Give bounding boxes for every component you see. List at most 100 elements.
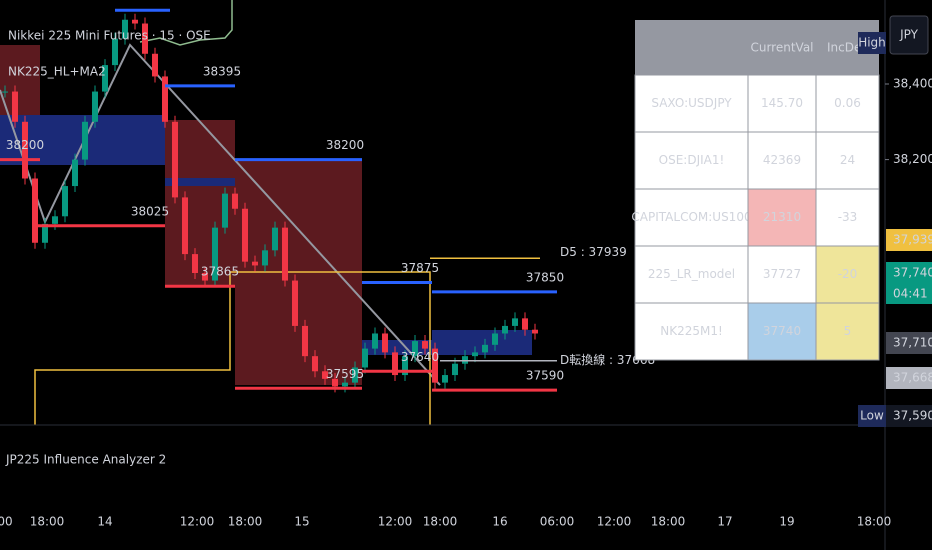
- note-label: D5 : 37939: [560, 245, 627, 259]
- price-badge: [886, 229, 932, 251]
- candle: [332, 378, 338, 387]
- candle: [262, 250, 268, 266]
- candle: [522, 318, 528, 330]
- candle: [142, 23, 148, 54]
- level-label: 38395: [203, 64, 241, 78]
- cell: [747, 131, 817, 190]
- time-label: 18:00: [228, 515, 263, 529]
- note-label: D転換線 : 37668: [560, 352, 655, 367]
- level-label: 37850: [526, 270, 564, 284]
- candle: [32, 178, 38, 243]
- time-label: 18:00: [651, 515, 686, 529]
- table-header: [635, 20, 879, 75]
- candle: [412, 341, 418, 357]
- time-label: 18:00: [857, 515, 892, 529]
- price-badge-label: 37,710: [893, 336, 932, 350]
- cell-text: CAPITALCOM:US100: [631, 210, 751, 224]
- price-badge-label: 04:41: [893, 287, 928, 301]
- candle: [532, 329, 538, 334]
- candle: [462, 356, 468, 364]
- cell-text: -20: [838, 267, 858, 281]
- candle: [382, 333, 388, 353]
- candle: [292, 280, 298, 326]
- cell-text: 37727: [763, 267, 801, 281]
- candle: [42, 223, 48, 243]
- time-label: 12:00: [597, 515, 632, 529]
- candle: [252, 261, 258, 266]
- header-cell: IncDec: [827, 41, 868, 55]
- level-label: 37865: [201, 265, 239, 279]
- candle: [132, 19, 138, 24]
- candle: [232, 193, 238, 209]
- zone: [165, 178, 235, 186]
- level-label: 38200: [6, 138, 44, 152]
- plot: 38595 38395 38200 38200 38025 37865 37875 37850…: [0, 0, 655, 393]
- candle: [512, 318, 518, 326]
- price-badge: [886, 332, 932, 354]
- candle: [202, 273, 208, 281]
- price-badge: [886, 405, 932, 427]
- candle: [112, 38, 118, 66]
- time-label: 00: [0, 515, 13, 529]
- cell-text: 24: [840, 153, 855, 167]
- candle: [62, 186, 68, 217]
- candle: [162, 76, 168, 122]
- candle: [152, 53, 158, 77]
- currency: JPY: [899, 28, 919, 42]
- candle: [452, 363, 458, 376]
- time-label: 19: [779, 515, 794, 529]
- low-label: Low: [860, 409, 884, 423]
- price-badge: [886, 284, 932, 304]
- candle: [322, 371, 328, 379]
- cell-text: 37740: [763, 324, 801, 338]
- candle: [492, 333, 498, 345]
- price-badge-label: 37,939: [893, 233, 932, 247]
- candle: [402, 356, 408, 376]
- cell-text: 5: [844, 324, 852, 338]
- ma-line: [34, 271, 431, 425]
- candle: [192, 254, 198, 273]
- price-axis: JPY 38,400 38,200 High Low 37,939 37,740 04:41 3…: [858, 15, 932, 427]
- cell-text: 42369: [763, 153, 801, 167]
- level-label: 37590: [526, 369, 564, 383]
- price-badge-label: 37,668: [893, 371, 932, 385]
- candle: [372, 333, 378, 349]
- cell-text: 0.06: [834, 96, 861, 110]
- candle: [362, 348, 368, 368]
- cell: [815, 188, 880, 247]
- candle: [272, 227, 278, 251]
- candle: [502, 325, 508, 334]
- candle: [2, 91, 8, 93]
- cell: [747, 302, 817, 361]
- candle: [242, 208, 248, 262]
- candle: [72, 159, 78, 187]
- price-badge: [886, 262, 932, 284]
- indicator-title: NK225_HL+MA2: [8, 65, 106, 79]
- candle: [172, 121, 178, 198]
- candle: [392, 352, 398, 376]
- chart-title: Nikkei 225 Mini Futures · 15 · OSE: [8, 29, 211, 43]
- candle: [312, 356, 318, 372]
- level-label: 37875: [401, 261, 439, 275]
- candle: [82, 121, 88, 160]
- candle: [432, 348, 438, 383]
- level-label: 38200: [326, 138, 364, 152]
- high-label: High: [858, 36, 886, 50]
- ma-line: [139, 0, 233, 46]
- cell: [815, 302, 880, 361]
- level-label: 37640: [401, 350, 439, 364]
- candle: [352, 367, 358, 383]
- cell-text: OSE:DJIA1!: [659, 153, 725, 167]
- time-label: 18:00: [423, 515, 458, 529]
- time-label: 18:00: [30, 515, 65, 529]
- table: CurrentVal IncDec SAXO:USDJPY 145.70 0.06 OSE…: [631, 20, 880, 361]
- cell-text: 145.70: [761, 96, 803, 110]
- tick-label: 38,400: [893, 77, 932, 91]
- candle: [422, 341, 428, 349]
- price-badge-label: 37,740: [893, 266, 932, 280]
- candle: [212, 227, 218, 281]
- cell-text: SAXO:USDJPY: [651, 96, 732, 110]
- cell: [634, 131, 749, 190]
- price-badge-label: 37,590: [893, 409, 932, 423]
